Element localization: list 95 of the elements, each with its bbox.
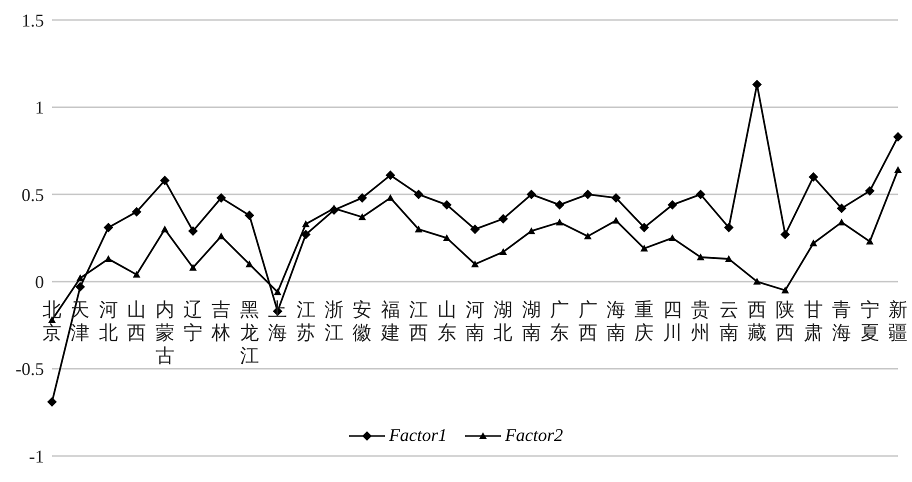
x-tick-label: 云南 [719, 300, 738, 344]
point [217, 232, 225, 240]
legend-label: Factor1 [389, 425, 447, 446]
point [75, 282, 85, 292]
x-tick-label: 江苏 [296, 300, 316, 344]
y-tick-label: 0.5 [22, 184, 44, 205]
x-tick-label: 河北 [98, 300, 118, 344]
point [246, 260, 254, 268]
x-tick-label: 吉林 [210, 300, 231, 344]
point [132, 207, 142, 217]
x-tick-label: 西藏 [748, 300, 766, 344]
point [386, 170, 396, 180]
y-tick-label: 1.5 [22, 10, 44, 30]
x-tick-label: 福建 [380, 300, 400, 344]
point [188, 226, 198, 236]
point [244, 210, 254, 220]
point [161, 225, 169, 232]
x-tick-label: 安徽 [352, 299, 372, 344]
point [104, 222, 114, 232]
point [330, 204, 338, 212]
point [442, 200, 452, 210]
point [640, 244, 648, 252]
point [386, 194, 394, 201]
point [301, 230, 311, 240]
point [526, 190, 536, 200]
point [865, 186, 875, 196]
point [499, 248, 507, 255]
x-tick-label: 江西 [409, 300, 428, 344]
point [132, 270, 140, 278]
x-tick-label: 新疆 [888, 299, 908, 344]
x-tick-label: 山西 [127, 300, 146, 344]
point [302, 220, 310, 228]
x-tick-label: 四川 [662, 300, 682, 344]
point [47, 397, 57, 407]
point [584, 232, 592, 240]
x-tick-label: 甘肃 [804, 300, 823, 344]
point [668, 234, 676, 242]
point [724, 222, 734, 232]
point [76, 274, 84, 282]
legend-label: Factor2 [505, 425, 563, 446]
x-tick-label: 陕西 [776, 300, 795, 344]
point [780, 230, 790, 240]
x-tick-label: 广西 [578, 299, 598, 344]
y-tick-label: -1 [29, 446, 44, 466]
point [838, 218, 846, 226]
point [894, 166, 902, 174]
y-tick-label: 0 [35, 272, 44, 292]
x-tick-label: 海南 [606, 300, 626, 344]
x-tick-label: 宁夏 [860, 299, 880, 344]
x-tick-label: 湖南 [522, 300, 541, 344]
point [696, 253, 704, 260]
x-tick-label: 广东 [550, 299, 570, 344]
x-tick-label: 重庆 [634, 300, 654, 344]
point [274, 288, 282, 296]
x-tick-label: 青海 [832, 300, 852, 344]
point [583, 190, 593, 200]
point [725, 255, 733, 262]
y-tick-label: 1 [35, 98, 44, 118]
point [611, 193, 621, 203]
point [160, 176, 170, 186]
point [612, 216, 620, 224]
point [866, 238, 874, 245]
y-tick-label: -0.5 [16, 359, 44, 380]
point [443, 234, 451, 242]
x-tick-label: 内蒙古 [155, 300, 174, 368]
x-tick-label: 山东 [437, 300, 456, 344]
point [808, 172, 818, 182]
point [528, 227, 536, 234]
point [781, 286, 789, 294]
point [498, 214, 508, 224]
point [414, 190, 424, 200]
point [471, 260, 479, 268]
point [414, 225, 422, 232]
point [810, 239, 818, 246]
point [752, 80, 762, 90]
point [668, 200, 678, 210]
point [104, 255, 112, 262]
x-tick-label: 辽宁 [184, 300, 202, 344]
point [470, 224, 480, 234]
point [639, 222, 649, 232]
point [358, 213, 366, 220]
point [753, 278, 761, 285]
point [696, 190, 706, 200]
x-tick-label: 浙江 [324, 300, 344, 344]
x-tick-label: 湖北 [494, 300, 513, 344]
point [189, 264, 197, 271]
point [357, 193, 367, 203]
x-tick-label: 黑龙江 [240, 300, 259, 368]
point [893, 132, 903, 142]
point [216, 193, 226, 203]
point [554, 200, 564, 210]
point [836, 204, 846, 214]
point [556, 218, 564, 226]
x-tick-label: 贵州 [691, 300, 710, 344]
x-tick-label: 河南 [466, 300, 484, 344]
